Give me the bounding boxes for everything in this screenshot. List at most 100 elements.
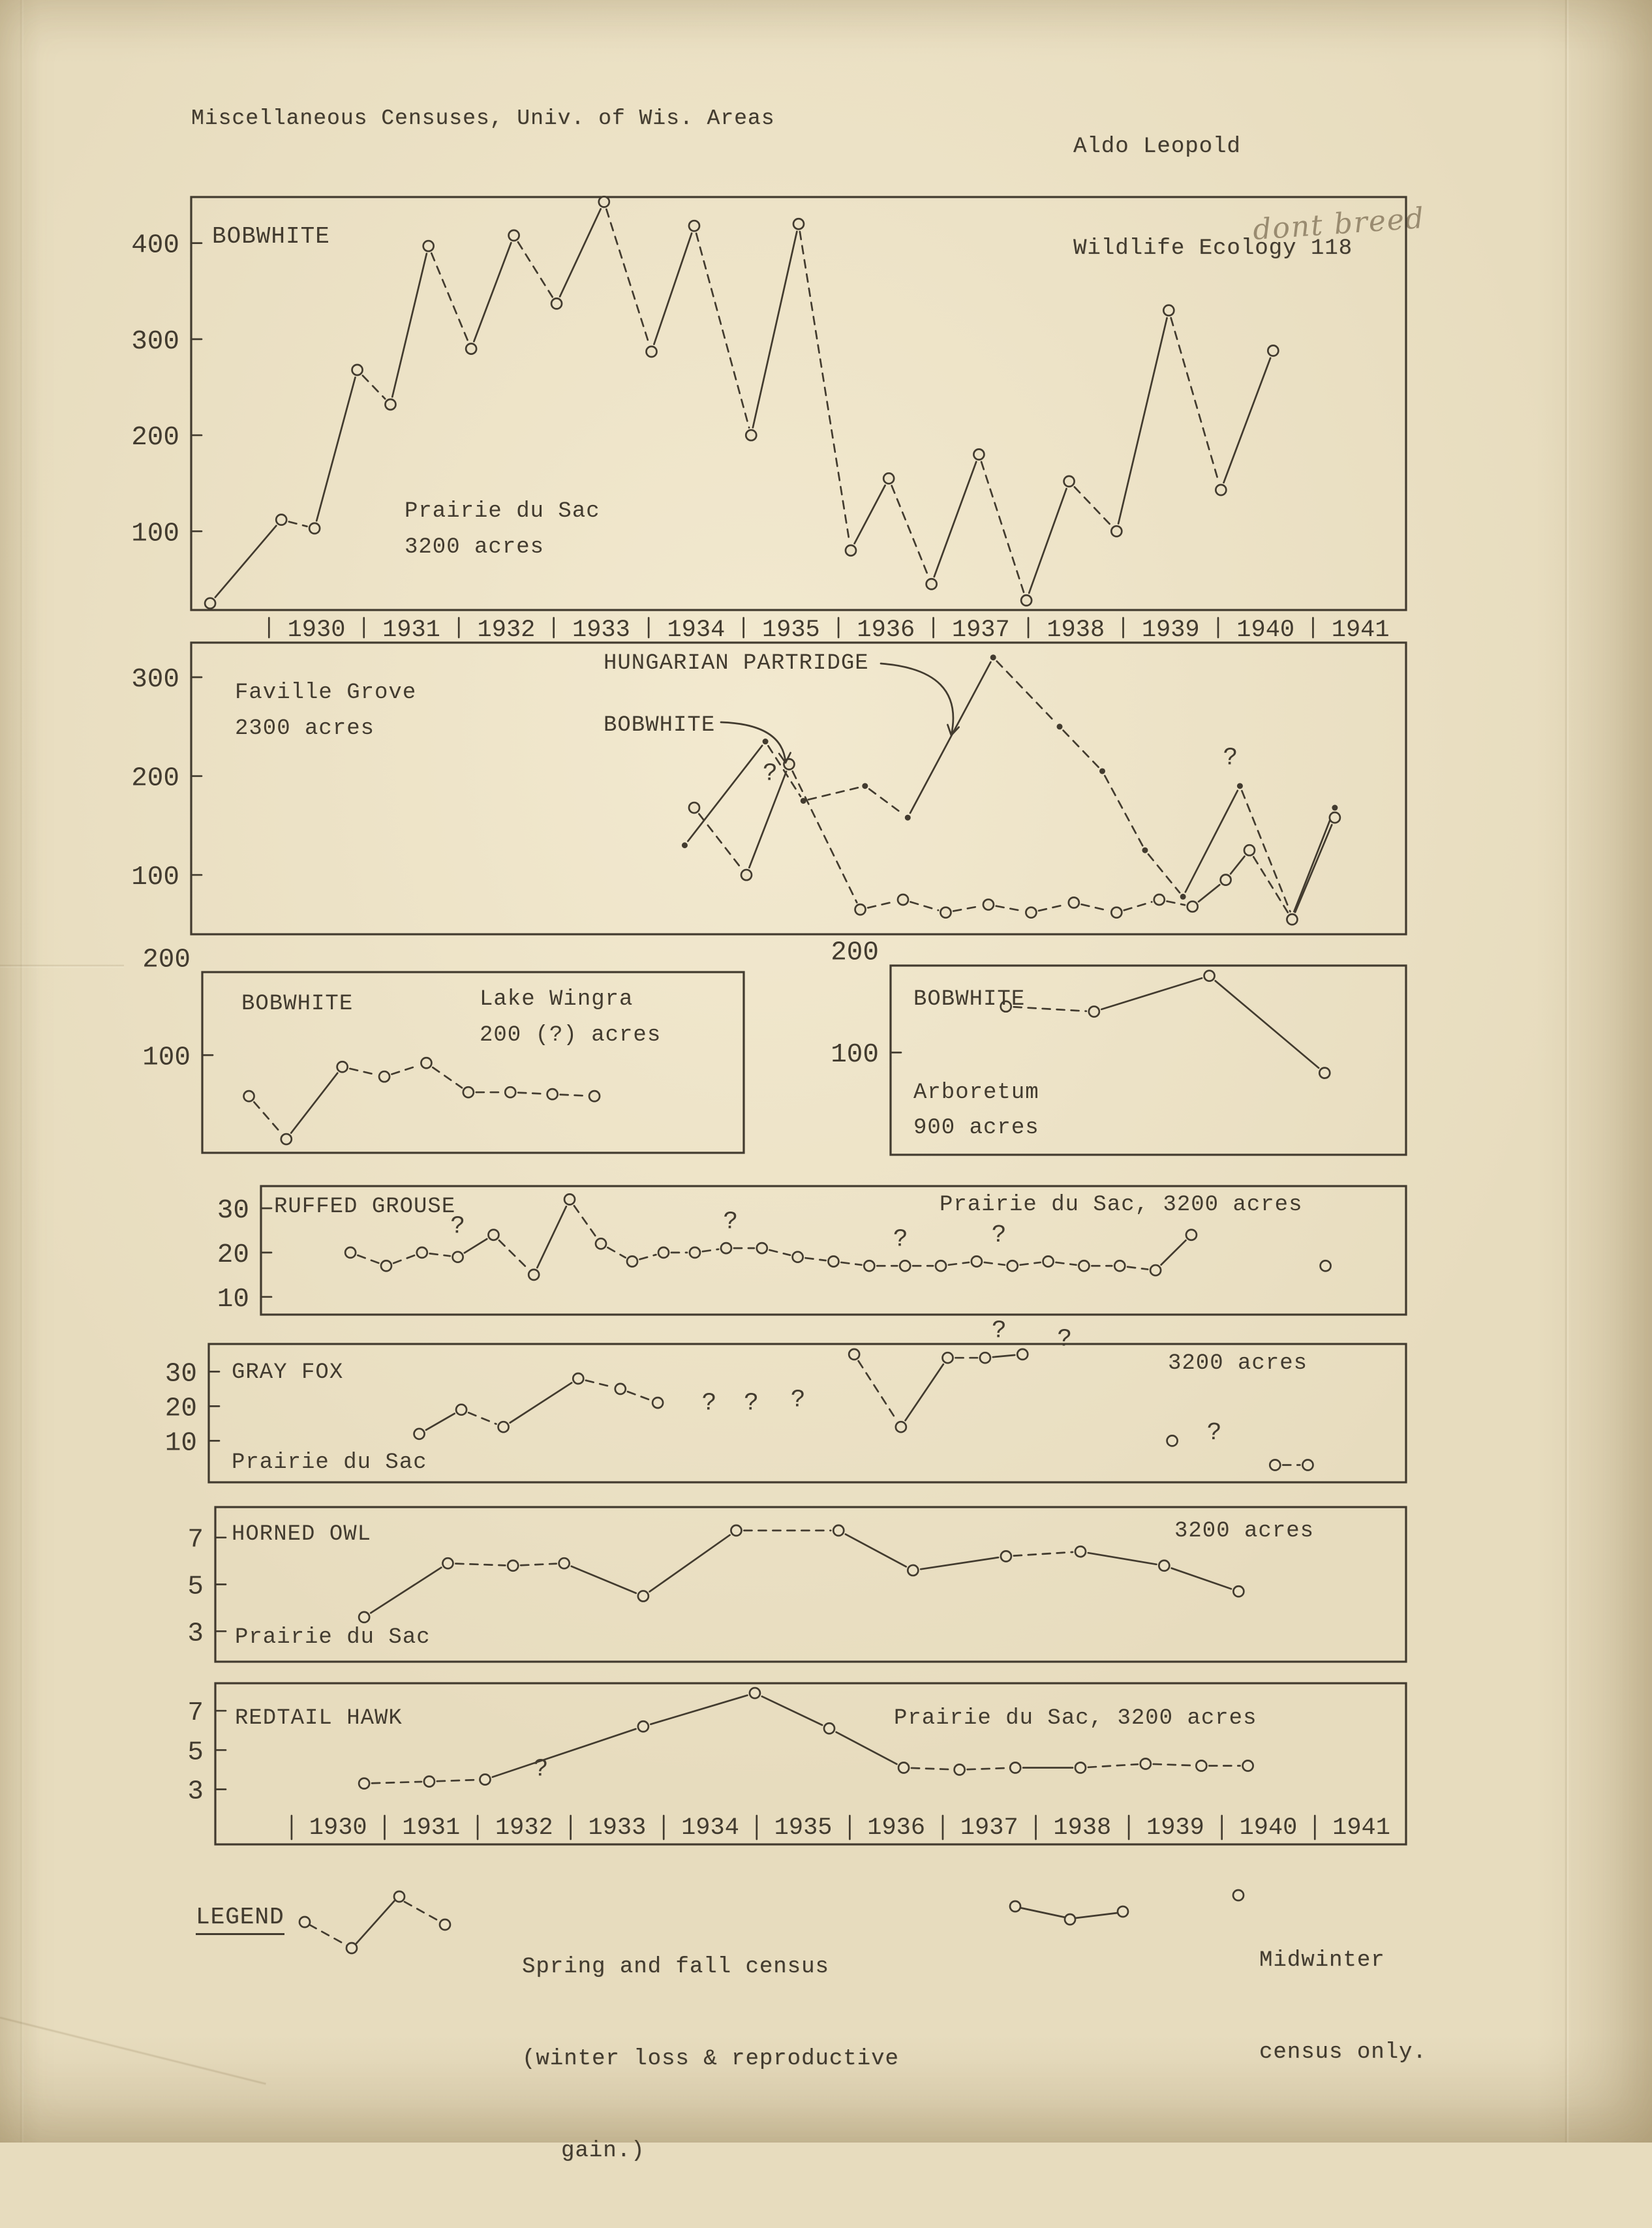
- data-point-circle: [351, 363, 363, 376]
- data-point-circle: [451, 1251, 464, 1264]
- data-point-circle: [925, 577, 938, 590]
- uncertainty-question-mark: ?: [893, 1226, 908, 1254]
- data-point-circle: [308, 522, 321, 535]
- data-point-circle: [970, 1255, 983, 1268]
- y-axis-tick-label: 20: [165, 1394, 197, 1424]
- data-point-circle: [572, 1372, 585, 1385]
- chart-frame: [207, 1343, 1407, 1484]
- data-point-circle: [588, 1090, 601, 1103]
- y-axis-tick-label: 7: [187, 1698, 204, 1728]
- lake-wingra-chart: 100 200 BOBWHITE Lake Wingra 200 (?) acres: [142, 945, 745, 1154]
- data-point-circle: [598, 196, 611, 208]
- page-title: Miscellaneous Censuses, Univ. of Wis. Ar…: [191, 106, 775, 130]
- data-point-circle: [413, 1427, 425, 1441]
- data-point-circle: [442, 1557, 454, 1570]
- legend-line: gain.): [561, 2139, 645, 2163]
- data-point-circle: [657, 1246, 670, 1259]
- data-point-circle: [275, 513, 288, 526]
- legend-line: (winter loss & reproductive: [522, 2047, 899, 2071]
- data-point-circle: [740, 868, 753, 881]
- y-axis-tick-label: 20: [217, 1240, 249, 1270]
- data-point-circle: [422, 239, 435, 252]
- data-point-circle: [953, 1763, 966, 1776]
- chart-panel-redtail-hawk: 3 5 7 1930 1931 1932 1933 1934 1935 1936 1937 1938 1…: [98, 1677, 1429, 1853]
- chart-text-label: 3200 acres: [405, 535, 544, 560]
- data-point-dot: [862, 783, 868, 789]
- chart-text-label: BOBWHITE: [212, 223, 330, 250]
- chart-text-label: Faville Grove: [235, 680, 416, 705]
- y-axis-tick-label: 3: [187, 1777, 204, 1807]
- y-axis-tick-label: 200: [142, 945, 191, 975]
- uncertainty-question-mark: ?: [791, 1386, 806, 1414]
- x-axis-year-label: 1939: [1142, 617, 1200, 644]
- y-axis-tick-label: 200: [131, 423, 179, 453]
- data-point-circle: [423, 1775, 436, 1788]
- chart-text-label: Prairie du Sac: [235, 1625, 431, 1650]
- data-point-circle: [941, 1351, 954, 1364]
- series-bobwhite: [688, 758, 1341, 926]
- data-point-circle: [1078, 1259, 1090, 1272]
- gray-fox-chart: 10 20 30???? ?? GRAY FOX Prairie du Sac 3200 a…: [165, 1317, 1407, 1484]
- data-point-circle: [1185, 1228, 1198, 1242]
- data-point-circle: [688, 219, 701, 232]
- series-bobwhite: [243, 1056, 601, 1146]
- redtail-hawk-chart: 3 5 7 1930 1931 1932 1933 1934 1935 1936 1937 1938 1…: [187, 1682, 1407, 1846]
- data-point-circle: [508, 229, 520, 242]
- data-point-circle: [688, 801, 701, 814]
- chart-text-label: GRAY FOX: [232, 1360, 343, 1385]
- data-point-circle: [1157, 1559, 1170, 1572]
- data-point-circle: [791, 1251, 804, 1264]
- data-point-circle: [626, 1255, 639, 1268]
- y-axis-tick-label: 100: [831, 1040, 879, 1070]
- bobwhite-prairie-chart: 100 200 300 400 1930 1931 1932 1933 1934 1935 1936…: [131, 196, 1407, 644]
- x-axis-year-label: 1941: [1332, 1814, 1390, 1842]
- legend-spring-fall-sample: [287, 1882, 483, 1980]
- data-point-circle: [844, 544, 857, 557]
- data-point-circle: [1139, 1758, 1152, 1770]
- data-point-circle: [1088, 1005, 1101, 1018]
- chart-frame: [201, 971, 745, 1154]
- annotation-arrow: [880, 662, 955, 737]
- chart-text-label: REDTAIL HAWK: [235, 1706, 403, 1731]
- data-point-circle: [1162, 304, 1175, 317]
- y-axis-tick-label: 3: [187, 1619, 204, 1649]
- x-axis-year-label: 1940: [1240, 1814, 1298, 1842]
- y-axis-tick-label: 10: [217, 1285, 249, 1315]
- data-point-circle: [1286, 913, 1298, 926]
- x-axis-year-label: 1937: [952, 617, 1010, 644]
- chart-frame: [190, 196, 1407, 611]
- x-axis-year-label: 1930: [309, 1814, 367, 1842]
- series-redtail-hawk: [358, 1686, 1254, 1790]
- x-axis-year-label: 1937: [960, 1814, 1018, 1842]
- y-axis-tick-label: 5: [187, 1572, 204, 1602]
- data-point-circle: [1232, 1585, 1245, 1598]
- y-axis-tick-label: 100: [131, 519, 179, 549]
- chart-text-label: Prairie du Sac: [232, 1450, 427, 1475]
- x-axis-year-label: 1940: [1236, 617, 1294, 644]
- data-point-dot: [681, 842, 688, 849]
- data-point-dot: [1142, 847, 1148, 853]
- data-point-circle: [827, 1255, 840, 1268]
- chart-frame: [260, 1185, 1407, 1316]
- data-point-dot: [1332, 804, 1338, 811]
- data-point-circle: [651, 1396, 664, 1409]
- chart-text-label: BOBWHITE: [241, 992, 353, 1016]
- data-point-circle: [982, 898, 995, 911]
- chart-panel-arboretum: 100 200 BOBWHITE Arboretum 900 acres: [783, 923, 1429, 1165]
- data-point-circle: [863, 1259, 876, 1272]
- data-point-circle: [940, 906, 952, 919]
- legend-midwinter-glyph: [1009, 1889, 1245, 1926]
- data-point-circle: [280, 1133, 293, 1146]
- data-point-circle: [934, 1259, 947, 1272]
- chart-text-label: BOBWHITE: [913, 987, 1025, 1012]
- chart-text-label: BOBWHITE: [604, 713, 715, 738]
- data-point-circle: [1166, 1435, 1178, 1447]
- header-course-name: Wildlife Ecology 118: [1073, 236, 1353, 261]
- legend-spring-fall-glyph: [298, 1890, 451, 1955]
- chart-panel-faville-grove: 100 200 300?? Faville Grove 2300 acres HUNGAR…: [98, 636, 1429, 949]
- x-axis-year-label: 1935: [762, 617, 820, 644]
- chart-text-label: 900 acres: [913, 1116, 1039, 1140]
- y-axis-tick-label: 7: [187, 1525, 204, 1555]
- data-point-circle: [1219, 874, 1232, 887]
- uncertainty-question-mark: ?: [723, 1208, 738, 1236]
